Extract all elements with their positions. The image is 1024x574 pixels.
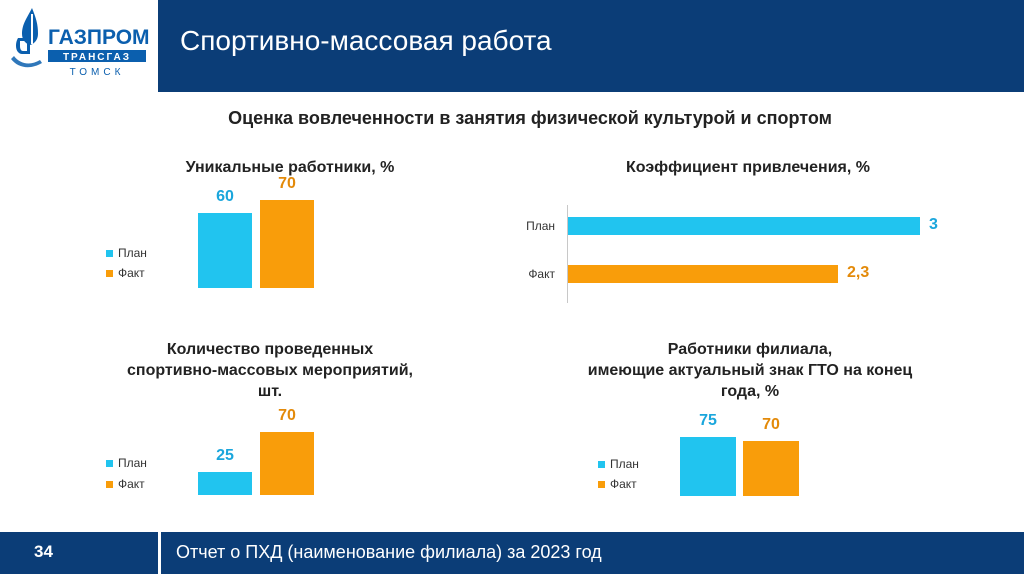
- footer-bar: 34 Отчет о ПХД (наименование филиала) за…: [0, 532, 1024, 574]
- page-number: 34: [34, 542, 53, 561]
- chart3-legend-plan: План: [106, 456, 147, 470]
- legend-label: План: [118, 456, 147, 470]
- chart1-title: Уникальные работники, %: [185, 159, 395, 176]
- chart4-legend-fact: Факт: [598, 477, 637, 491]
- header-bar: ГАЗПРОМ ТРАНСГАЗ ТОМСК Спортивно-массова…: [0, 0, 1024, 92]
- legend-swatch-fact: [598, 481, 605, 489]
- legend-label: Факт: [118, 477, 145, 491]
- chart3-value-fact: 70: [278, 407, 296, 424]
- chart1-value-fact: 70: [278, 175, 296, 192]
- chart2-value-plan: 3: [929, 216, 938, 233]
- page-title: Спортивно-массовая работа: [180, 25, 552, 56]
- legend-swatch-plan: [106, 460, 113, 468]
- chart1-legend-plan: План: [106, 246, 147, 260]
- footer-text: Отчет о ПХД (наименование филиала) за 20…: [176, 542, 602, 562]
- chart4-title: Работники филиала, имеющие актуальный зн…: [530, 339, 970, 402]
- chart3-title-line3: шт.: [257, 383, 283, 400]
- legend-swatch-plan: [106, 250, 113, 258]
- chart3-bar-fact: [260, 432, 314, 495]
- chart3-legend-fact: Факт: [106, 477, 145, 491]
- chart2-title: Коэффициент привлечения, %: [625, 159, 870, 176]
- logo-text-transgaz: ТРАНСГАЗ: [63, 52, 131, 63]
- chart2-value-fact: 2,3: [847, 264, 870, 281]
- chart4-bar-fact: [743, 441, 799, 496]
- legend-swatch-fact: [106, 481, 113, 489]
- logo-text-gazprom: ГАЗПРОМ: [48, 26, 150, 49]
- chart2-category-plan: План: [526, 219, 555, 233]
- chart3-title: Количество проведенных спортивно-массовы…: [60, 339, 480, 402]
- chart2-category-fact: Факт: [528, 267, 555, 281]
- legend-label: Факт: [118, 266, 145, 280]
- chart4-bar-plan: [680, 437, 736, 496]
- slide-subtitle: Оценка вовлеченности в занятия физическо…: [228, 108, 832, 128]
- chart2-axis: [567, 205, 568, 303]
- chart1-bar-fact: [260, 200, 314, 288]
- legend-label: Факт: [610, 477, 637, 491]
- chart3-title-line1: Количество проведенных: [166, 341, 374, 358]
- chart1-bar-plan: [198, 213, 252, 288]
- footer-divider: [158, 532, 161, 574]
- chart3-value-plan: 25: [216, 447, 234, 464]
- chart4-title-line2: имеющие актуальный знак ГТО на конец: [587, 362, 913, 379]
- logo-text-tomsk: ТОМСК: [70, 67, 125, 78]
- legend-label: План: [610, 457, 639, 471]
- chart1-value-plan: 60: [216, 188, 234, 205]
- chart4-title-line1: Работники филиала,: [667, 341, 833, 358]
- chart3-bar-plan: [198, 472, 252, 495]
- chart4-legend-plan: План: [598, 457, 639, 471]
- legend-swatch-plan: [598, 461, 605, 469]
- chart4-value-plan: 75: [699, 412, 717, 429]
- chart2-bar-plan: [568, 217, 920, 235]
- chart4-title-line3: года, %: [720, 383, 780, 400]
- chart2-bar-fact: [568, 265, 838, 283]
- legend-swatch-fact: [106, 270, 113, 278]
- gazprom-logo-graphic: ГАЗПРОМ ТРАНСГАЗ ТОМСК: [11, 8, 150, 78]
- legend-label: План: [118, 246, 147, 260]
- chart1-legend-fact: Факт: [106, 266, 145, 280]
- gazprom-logo: ГАЗПРОМ ТРАНСГАЗ ТОМСК: [0, 0, 158, 92]
- chart4-value-fact: 70: [762, 416, 780, 433]
- chart3-title-line2: спортивно-массовых мероприятий,: [127, 362, 413, 379]
